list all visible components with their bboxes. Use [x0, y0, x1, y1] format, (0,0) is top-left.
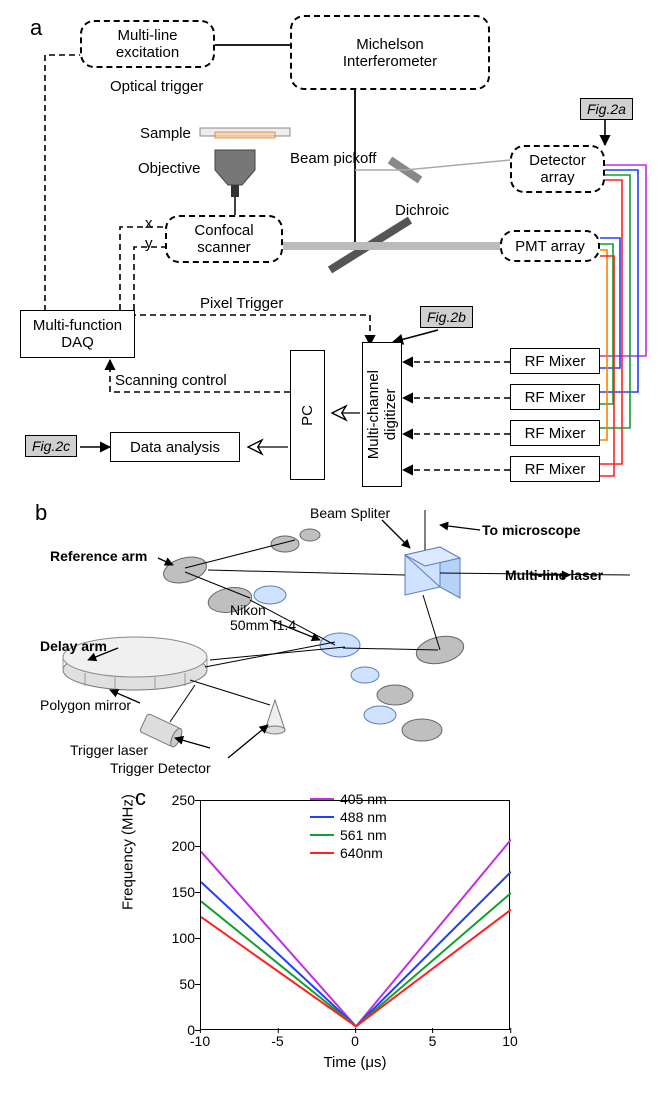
rf-mixer-2: RF Mixer — [510, 384, 600, 410]
figref-2a: Fig.2a — [580, 98, 633, 120]
legend-label: 405 nm — [340, 791, 387, 807]
figref-2c: Fig.2c — [25, 435, 77, 457]
beam-splitter-label: Beam Spliter — [310, 505, 390, 521]
confocal-scanner-label: Confocal scanner — [194, 222, 253, 256]
legend-swatch — [310, 852, 334, 854]
data-analysis-box: Data analysis — [110, 432, 240, 462]
ytick: 150 — [140, 884, 195, 900]
xtick: 0 — [351, 1033, 359, 1049]
legend-swatch — [310, 816, 334, 818]
detector-array-label: Detector array — [529, 152, 586, 186]
chart-xlabel: Time (μs) — [200, 1054, 510, 1071]
nikon-label: Nikon 50mm f1.4 — [230, 603, 296, 634]
legend-swatch — [310, 834, 334, 836]
pc-box: PC — [290, 350, 325, 480]
xtick: -10 — [190, 1033, 210, 1049]
ytick: 100 — [140, 930, 195, 946]
multi-daq-label: Multi-function DAQ — [33, 317, 122, 351]
pc-label: PC — [299, 405, 316, 426]
xtick: 5 — [429, 1033, 437, 1049]
pixel-trigger-label: Pixel Trigger — [200, 295, 283, 312]
legend-swatch — [310, 798, 334, 800]
legend-item: 488 nm — [310, 808, 387, 826]
multiline-excitation-box: Multi-line excitation — [80, 20, 215, 68]
panel-c: c Frequency (MHz) Time (μs) 050100150200… — [10, 780, 658, 1110]
beam-pickoff-label: Beam pickoff — [290, 150, 376, 167]
rf-mixer-1: RF Mixer — [510, 348, 600, 374]
panel-a: a — [10, 10, 658, 500]
trigger-laser-label: Trigger laser — [70, 742, 148, 758]
ytick: 50 — [140, 976, 195, 992]
detector-array-box: Detector array — [510, 145, 605, 193]
polygon-mirror-label: Polygon mirror — [40, 697, 131, 713]
rf-mixer-4: RF Mixer — [510, 456, 600, 482]
legend-item: 405 nm — [310, 790, 387, 808]
ytick: 0 — [140, 1022, 195, 1038]
panel-b: b — [10, 500, 658, 780]
reference-arm-label: Reference arm — [50, 548, 147, 564]
panel-b-drawing — [10, 500, 668, 780]
digitizer-label: Multi-channel digitizer — [365, 370, 399, 459]
optical-trigger-label: Optical trigger — [110, 78, 203, 95]
chart-ylabel: Frequency (MHz) — [120, 794, 137, 910]
legend-label: 640nm — [340, 845, 383, 861]
objective-label: Objective — [138, 160, 201, 177]
pmt-array-box: PMT array — [500, 230, 600, 262]
legend-item: 640nm — [310, 844, 387, 862]
dichroic-label: Dichroic — [395, 202, 449, 219]
multiline-laser-label: Multi-line laser — [505, 567, 603, 583]
scanning-control-label: Scanning control — [115, 372, 227, 389]
sample-label: Sample — [140, 125, 191, 142]
confocal-scanner-box: Confocal scanner — [165, 215, 283, 263]
multiline-excitation-label: Multi-line excitation — [116, 27, 179, 61]
y-label: y — [145, 235, 153, 252]
xtick: -5 — [271, 1033, 283, 1049]
rf-mixer-4-label: RF Mixer — [525, 461, 586, 478]
to-microscope-label: To microscope — [482, 522, 581, 538]
rf-mixer-1-label: RF Mixer — [525, 353, 586, 370]
figref-2b: Fig.2b — [420, 306, 473, 328]
multi-daq-box: Multi-function DAQ — [20, 310, 135, 358]
chart-legend: 405 nm 488 nm 561 nm 640nm — [310, 790, 387, 862]
delay-arm-label: Delay arm — [40, 638, 107, 654]
x-label: x — [145, 215, 153, 232]
trigger-detector-label: Trigger Detector — [110, 760, 211, 776]
legend-label: 561 nm — [340, 827, 387, 843]
michelson-box: Michelson Interferometer — [290, 15, 490, 90]
legend-label: 488 nm — [340, 809, 387, 825]
ytick: 200 — [140, 838, 195, 854]
frequency-chart: Frequency (MHz) Time (μs) 05010015020025… — [140, 790, 540, 1080]
data-analysis-label: Data analysis — [130, 439, 220, 456]
digitizer-box: Multi-channel digitizer — [362, 342, 402, 487]
michelson-label: Michelson Interferometer — [343, 36, 437, 70]
rf-mixer-3-label: RF Mixer — [525, 425, 586, 442]
ytick: 250 — [140, 792, 195, 808]
rf-mixer-3: RF Mixer — [510, 420, 600, 446]
xtick: 10 — [502, 1033, 518, 1049]
pmt-array-label: PMT array — [515, 238, 585, 255]
legend-item: 561 nm — [310, 826, 387, 844]
rf-mixer-2-label: RF Mixer — [525, 389, 586, 406]
